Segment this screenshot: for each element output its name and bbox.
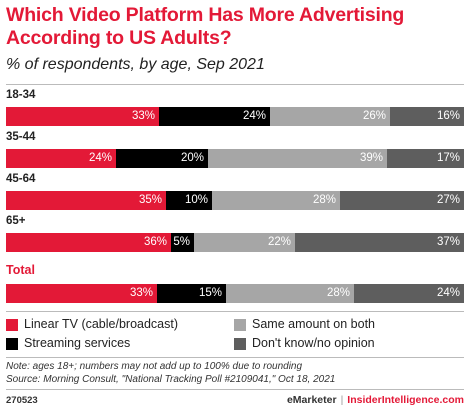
legend-label-same: Same amount on both xyxy=(252,317,375,331)
category-label-18-34: 18-34 xyxy=(6,89,36,101)
brand-separator: | xyxy=(340,394,344,406)
bar-total: 33% 15% 28% 24% xyxy=(6,284,464,303)
bar-18-34: 33% 24% 26% 16% xyxy=(6,107,464,126)
chart-id: 270523 xyxy=(6,395,38,406)
bar-segment-18-34-linear-tv: 33% xyxy=(6,107,159,126)
bar-segment-18-34-dont-know: 16% xyxy=(390,107,464,126)
brand-insider-intelligence: InsiderIntelligence.com xyxy=(347,394,464,406)
legend-swatch-same xyxy=(234,319,246,331)
bar-segment-45-64-linear-tv: 35% xyxy=(6,191,166,210)
legend-swatch-linear-tv xyxy=(6,319,18,331)
bar-45-64: 35% 10% 28% 27% xyxy=(6,191,464,210)
bar-segment-35-44-same: 39% xyxy=(208,149,387,168)
chart-subtitle: % of respondents, by age, Sep 2021 xyxy=(6,56,265,73)
chart-title: Which Video Platform Has More Advertisin… xyxy=(6,4,405,49)
legend-swatch-dont-know xyxy=(234,338,246,350)
bar-segment-total-same: 28% xyxy=(226,284,354,303)
bar-segment-65-linear-tv: 36% xyxy=(6,233,171,252)
bar-segment-45-64-streaming: 10% xyxy=(166,191,212,210)
legend-label-streaming: Streaming services xyxy=(24,336,131,350)
bar-segment-35-44-streaming: 20% xyxy=(116,149,208,168)
legend-swatch-streaming xyxy=(6,338,18,350)
footer-divider xyxy=(6,389,464,390)
notes-divider xyxy=(6,357,464,358)
bar-segment-total-linear-tv: 33% xyxy=(6,284,157,303)
chart-note: Note: ages 18+; numbers may not add up t… xyxy=(6,361,303,372)
category-label-total: Total xyxy=(6,263,35,277)
bar-segment-18-34-streaming: 24% xyxy=(159,107,270,126)
bar-segment-45-64-dont-know: 27% xyxy=(340,191,464,210)
bar-segment-65-streaming: 5% xyxy=(171,233,194,252)
legend-label-linear-tv: Linear TV (cable/broadcast) xyxy=(24,317,179,331)
bar-segment-35-44-linear-tv: 24% xyxy=(6,149,116,168)
bar-segment-65-same: 22% xyxy=(194,233,295,252)
chart-source: Source: Morning Consult, "National Track… xyxy=(6,374,336,385)
brand-emarketer: eMarketer xyxy=(286,394,337,406)
bar-segment-total-dont-know: 24% xyxy=(354,284,464,303)
legend-label-dont-know: Don't know/no opinion xyxy=(252,336,375,350)
bar-segment-18-34-same: 26% xyxy=(270,107,390,126)
bar-segment-35-44-dont-know: 17% xyxy=(387,149,464,168)
bar-segment-65-dont-know: 37% xyxy=(295,233,464,252)
bar-35-44: 24% 20% 39% 17% xyxy=(6,149,464,168)
category-label-35-44: 35-44 xyxy=(6,131,36,143)
category-label-45-64: 45-64 xyxy=(6,173,36,185)
bar-segment-45-64-same: 28% xyxy=(212,191,340,210)
legend-divider xyxy=(6,311,464,312)
bar-65: 36% 5% 22% 37% xyxy=(6,233,464,252)
category-label-65: 65+ xyxy=(6,215,26,227)
top-divider xyxy=(6,84,464,85)
bar-segment-total-streaming: 15% xyxy=(157,284,226,303)
footer-brand: eMarketer | InsiderIntelligence.com xyxy=(287,394,464,406)
